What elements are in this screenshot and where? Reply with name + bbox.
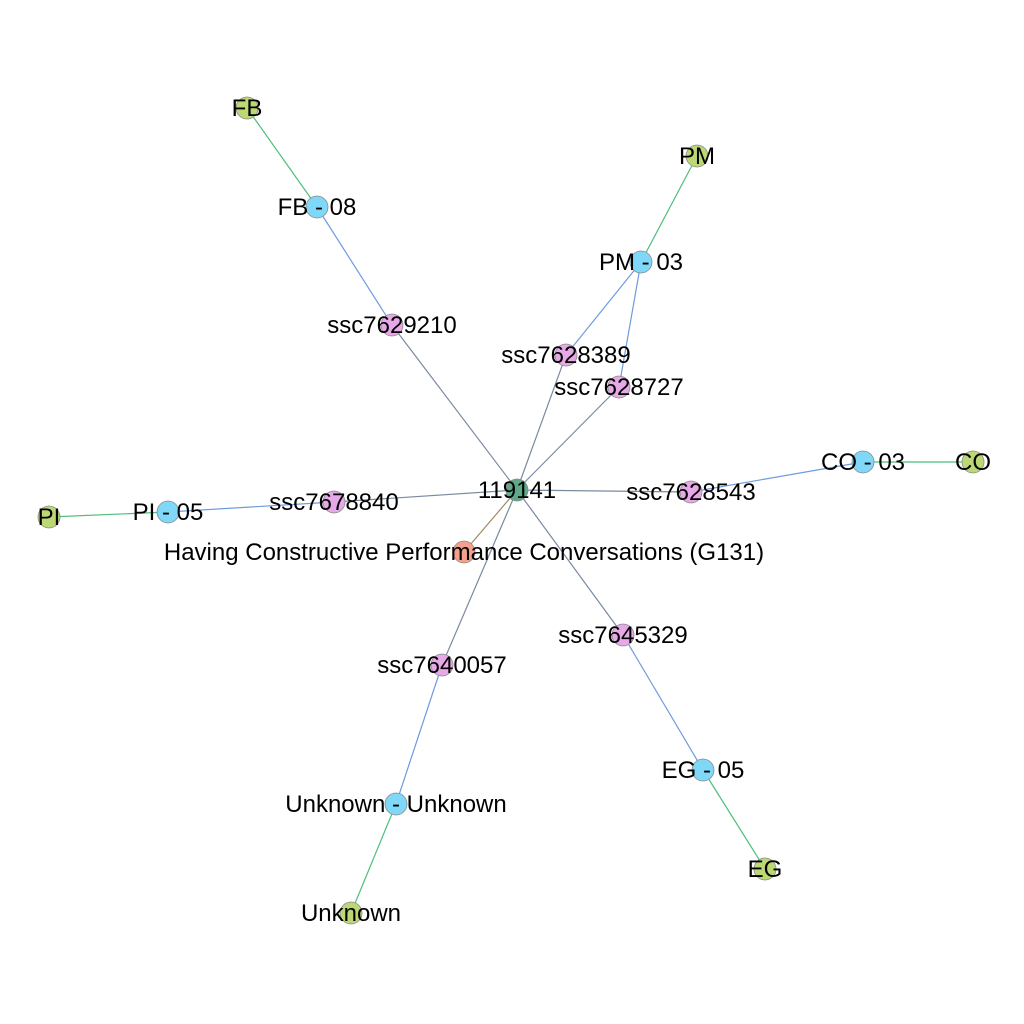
nodes-layer (37, 96, 985, 925)
edge-s8543-co03 (690, 461, 864, 493)
edge-s9210-fb08 (316, 206, 393, 326)
edge-s8727-pm03 (618, 261, 642, 388)
node-label-unk: Unknown - Unknown (285, 791, 506, 818)
node-s8727[interactable] (607, 375, 631, 399)
node-label-unkc: Unknown (301, 900, 401, 927)
node-unk[interactable] (384, 792, 408, 816)
edge-root-s0057 (441, 489, 518, 666)
node-unkc[interactable] (339, 901, 363, 925)
node-pi05[interactable] (156, 500, 180, 524)
edge-root-s8840 (333, 489, 518, 503)
node-fb[interactable] (235, 96, 259, 120)
labels-layer: 119141 Having Constructive Performance Co… (38, 95, 991, 927)
node-label-fb: FB (232, 95, 263, 122)
node-label-eg: EG (748, 856, 783, 883)
node-s9210[interactable] (380, 313, 404, 337)
edge-root-s9210 (391, 324, 518, 491)
edge-root-s5329 (516, 489, 624, 636)
node-co[interactable] (961, 450, 985, 474)
node-label-eg05: EG - 05 (662, 757, 745, 784)
node-label-s8727: ssc7628727 (554, 374, 683, 401)
node-label-course: Having Constructive Performance Conversa… (164, 539, 764, 566)
node-root[interactable] (505, 478, 529, 502)
node-label-co: CO (955, 449, 991, 476)
edge-pm03-pm (640, 155, 698, 263)
edge-fb08-fb (246, 107, 318, 208)
node-label-pm: PM (679, 143, 715, 170)
edge-root-s8543 (516, 489, 692, 493)
node-label-s5329: ssc7645329 (558, 622, 687, 649)
node-pm[interactable] (685, 144, 709, 168)
node-label-s8389: ssc7628389 (501, 342, 630, 369)
node-fb08[interactable] (305, 195, 329, 219)
edge-root-s8727 (516, 386, 620, 491)
node-label-s8543: ssc7628543 (626, 479, 755, 506)
node-label-pi05: PI - 05 (133, 499, 204, 526)
edge-unk-unkc (350, 803, 397, 914)
edges-layer (48, 107, 973, 914)
edge-root-s8389 (516, 354, 567, 491)
node-eg[interactable] (753, 857, 777, 881)
node-s5329[interactable] (611, 623, 635, 647)
node-s8840[interactable] (322, 490, 346, 514)
node-label-fb08: FB - 08 (278, 194, 357, 221)
node-label-pm03: PM - 03 (599, 249, 683, 276)
edge-s5329-eg05 (622, 634, 704, 771)
edge-root-course (463, 489, 518, 553)
node-s8543[interactable] (679, 480, 703, 504)
node-s0057[interactable] (430, 653, 454, 677)
node-co03[interactable] (851, 450, 875, 474)
edge-pi05-pi (48, 511, 169, 518)
edge-s0057-unk (395, 664, 443, 805)
edge-eg05-eg (702, 769, 766, 870)
node-s8389[interactable] (554, 343, 578, 367)
node-label-s8840: ssc7678840 (269, 489, 398, 516)
node-pi[interactable] (37, 505, 61, 529)
node-label-s9210: ssc7629210 (327, 312, 456, 339)
node-eg05[interactable] (691, 758, 715, 782)
node-label-root: 119141 (478, 477, 556, 504)
node-pm03[interactable] (629, 250, 653, 274)
edge-s8840-pi05 (167, 501, 335, 513)
edge-s8389-pm03 (565, 261, 642, 356)
node-label-co03: CO - 03 (821, 449, 905, 476)
node-label-pi: PI (38, 504, 61, 531)
node-label-s0057: ssc7640057 (377, 652, 506, 679)
node-course[interactable] (452, 540, 476, 564)
